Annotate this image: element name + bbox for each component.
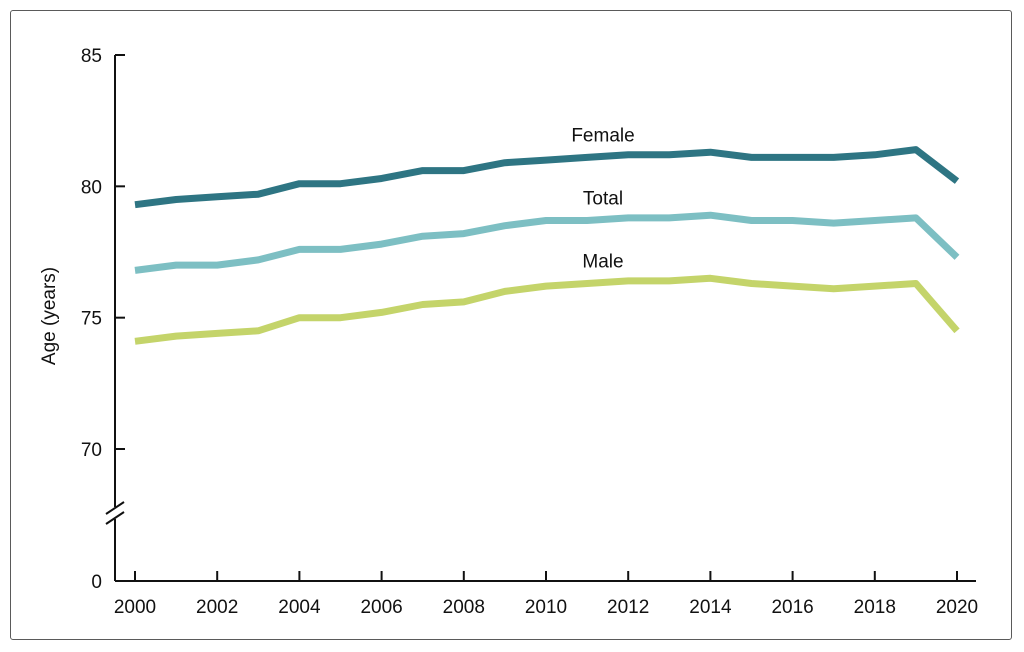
series-lines [134, 146, 960, 345]
axes: 0 70 75 80 85 2000 2002 2004 2006 2008 2010 2012 201… [39, 46, 978, 618]
y-tick-label: 80 [81, 177, 102, 198]
x-tick-label: 2008 [443, 597, 485, 618]
chart-frame [10, 10, 1012, 640]
y-axis-break-mark [105, 501, 125, 515]
series-label-female: Female [571, 125, 634, 146]
series-line-male [134, 274, 960, 345]
x-tick-label: 2012 [607, 597, 649, 618]
x-tick-label: 2006 [360, 597, 402, 618]
series-label-male: Male [582, 252, 623, 273]
y-tick-label: 75 [81, 309, 102, 330]
series-label-total: Total [583, 188, 623, 209]
x-tick-label: 2000 [114, 597, 156, 618]
series-labels: Female Total Male [571, 125, 634, 272]
x-tick-label: 2020 [936, 597, 978, 618]
y-axis-title: Age (years) [39, 267, 60, 365]
x-tick-label: 2010 [525, 597, 567, 618]
x-tick-label: 2004 [278, 597, 321, 618]
y-tick-label: 85 [81, 46, 102, 67]
y-axis-break-mark [105, 511, 125, 525]
series-line-female [134, 146, 960, 209]
x-tick-label: 2002 [196, 597, 238, 618]
y-tick-label: 70 [81, 440, 102, 461]
y-tick-label: 0 [91, 572, 102, 593]
series-line-total [134, 211, 960, 274]
x-tick-label: 2016 [771, 597, 813, 618]
x-tick-label: 2014 [689, 597, 732, 618]
x-tick-label: 2018 [854, 597, 896, 618]
